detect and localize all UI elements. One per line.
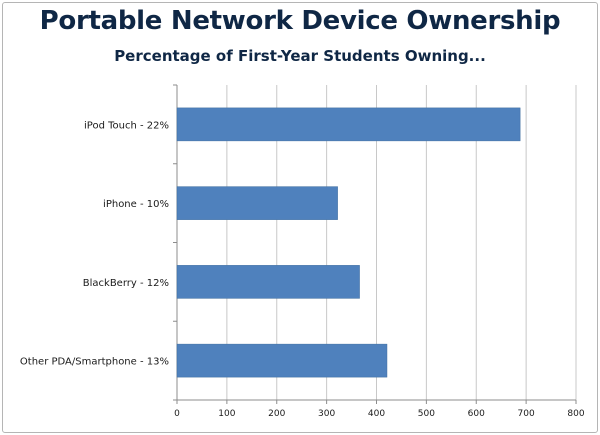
bar (176, 107, 521, 142)
x-tick-label: 300 (318, 409, 335, 419)
category-label: iPod Touch - 22% (84, 120, 169, 131)
x-tick-label: 700 (518, 409, 535, 419)
x-tick-label: 600 (468, 409, 485, 419)
bar (176, 343, 388, 378)
category-label: BlackBerry - 12% (83, 278, 169, 289)
category-label: iPhone - 10% (103, 199, 169, 210)
bar (176, 265, 360, 299)
x-tick-label: 100 (218, 409, 235, 419)
x-tick-label: 800 (567, 409, 584, 419)
bar (176, 186, 338, 220)
category-label: Other PDA/Smartphone - 13% (20, 357, 169, 368)
x-tick-label: 0 (174, 409, 180, 419)
x-tick-label: 500 (418, 409, 435, 419)
chart-title: Portable Network Device Ownership (39, 6, 561, 36)
chart-subtitle: Percentage of First-Year Students Owning… (114, 47, 486, 65)
x-tick-label: 400 (368, 409, 385, 419)
x-tick-label: 200 (268, 409, 285, 419)
